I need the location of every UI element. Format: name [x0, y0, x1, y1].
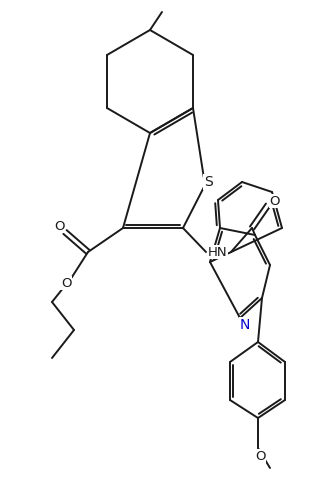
Text: O: O [270, 195, 280, 208]
Text: HN: HN [208, 245, 228, 258]
Text: S: S [204, 175, 212, 189]
Text: O: O [61, 276, 71, 289]
Text: O: O [255, 450, 265, 463]
Text: N: N [240, 318, 250, 332]
Text: O: O [54, 219, 64, 232]
